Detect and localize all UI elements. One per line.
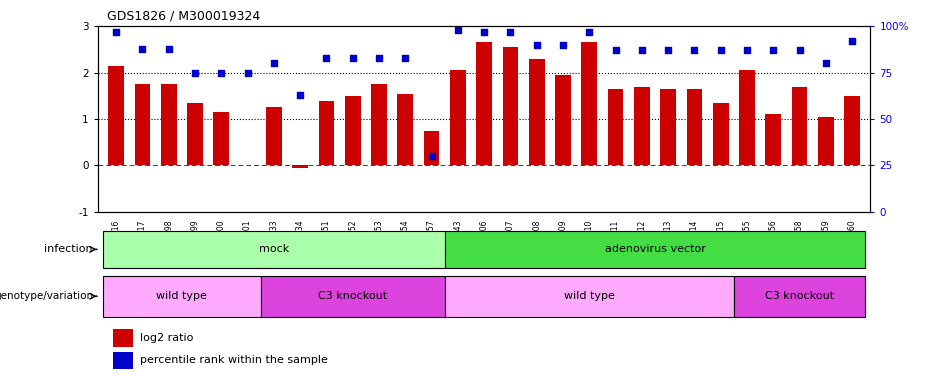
Bar [318,100,334,165]
Point [503,29,518,35]
Point [818,60,833,66]
Text: mock: mock [259,244,289,254]
Point [345,55,360,61]
Bar [445,231,865,268]
Bar [261,276,445,317]
Point [529,42,544,48]
Point [161,45,176,51]
Point [713,47,728,53]
Bar [503,47,519,165]
Text: wild type: wild type [156,291,208,301]
Bar [292,165,308,168]
Bar [581,42,597,165]
Point [292,92,307,98]
Bar [187,103,203,165]
Text: infection: infection [45,244,93,254]
Point [266,60,281,66]
Point [135,45,150,51]
Bar [450,70,466,165]
Point [739,47,754,53]
Bar [734,276,865,317]
Text: adenovirus vector: adenovirus vector [604,244,706,254]
Bar [765,114,781,165]
Bar [634,87,650,165]
Text: C3 knockout: C3 knockout [765,291,834,301]
Bar [371,84,387,165]
Point [371,55,386,61]
Bar [213,112,229,165]
Bar [108,66,124,165]
Bar [477,42,492,165]
Point [109,29,124,35]
Text: C3 knockout: C3 knockout [318,291,387,301]
Bar [398,93,413,165]
Bar [791,87,807,165]
Point [240,70,255,76]
Point [844,38,859,44]
Point [792,47,807,53]
Bar [103,276,261,317]
Bar [266,108,282,165]
Point [425,153,439,159]
Bar [529,59,545,165]
Bar [344,96,360,165]
Bar [161,84,177,165]
Bar [686,89,702,165]
Bar [135,84,150,165]
Point [766,47,781,53]
Point [319,55,334,61]
Point [661,47,676,53]
Bar [445,276,734,317]
Point [608,47,623,53]
Point [582,29,597,35]
Bar [555,75,571,165]
Bar [844,96,860,165]
Bar [103,231,445,268]
Bar [114,352,132,369]
Bar [818,117,833,165]
Bar [739,70,755,165]
Text: wild type: wild type [564,291,614,301]
Point [634,47,649,53]
Bar [114,329,132,346]
Point [214,70,229,76]
Point [687,47,702,53]
Bar [424,130,439,165]
Point [556,42,571,48]
Bar [713,103,729,165]
Point [398,55,412,61]
Text: log2 ratio: log2 ratio [141,333,194,343]
Point [187,70,202,76]
Text: genotype/variation: genotype/variation [0,291,93,301]
Text: percentile rank within the sample: percentile rank within the sample [141,356,328,366]
Bar [660,89,676,165]
Bar [608,89,624,165]
Text: GDS1826 / M300019324: GDS1826 / M300019324 [107,9,261,22]
Point [477,29,492,35]
Point [451,27,466,33]
